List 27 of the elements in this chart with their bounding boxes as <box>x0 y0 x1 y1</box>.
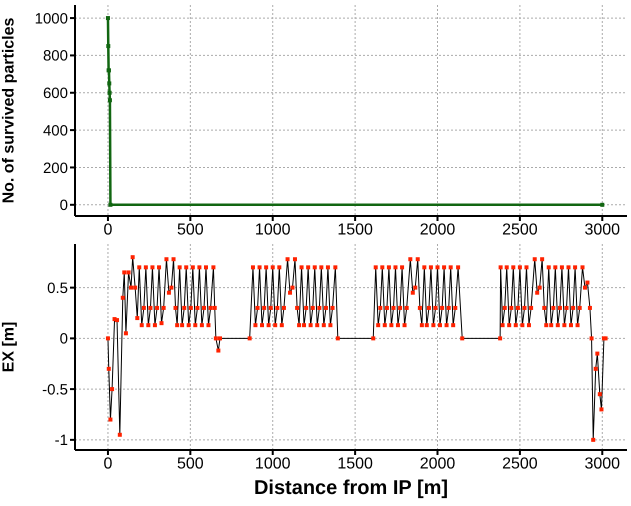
x-axis-title: Distance from IP [m] <box>254 477 448 499</box>
x-tick-label: 1500 <box>337 455 374 472</box>
x-tick-label: 2000 <box>420 221 456 238</box>
x-tick-label: 500 <box>176 221 204 238</box>
x-tick-label: 3000 <box>584 221 620 238</box>
y-tick-label: -1 <box>54 432 68 450</box>
x-tick-label: 500 <box>176 455 204 472</box>
y-tick-label: 0 <box>60 330 68 348</box>
y-axis-title: EX [m] <box>0 322 18 372</box>
y-tick-label: 200 <box>42 160 68 177</box>
y-tick-label: 1000 <box>34 10 68 28</box>
y-tick-label: 600 <box>42 85 68 102</box>
x-tick-label: 1000 <box>254 221 291 238</box>
y-tick-label: 0.5 <box>47 280 68 297</box>
y-tick-label: 800 <box>42 48 68 65</box>
x-tick-label: 1500 <box>337 221 374 238</box>
x-tick-label: 3000 <box>584 455 620 472</box>
y-tick-label: 400 <box>42 122 68 140</box>
x-tick-label: 0 <box>104 455 112 472</box>
x-tick-label: 2500 <box>502 221 538 238</box>
x-tick-label: 2500 <box>502 455 538 472</box>
y-tick-label: 0 <box>60 197 68 214</box>
x-tick-label: 1000 <box>254 455 291 472</box>
y-tick-label: -0.5 <box>42 381 68 398</box>
x-tick-label: 2000 <box>420 455 456 472</box>
x-tick-label: 0 <box>104 221 112 238</box>
y-axis-title: No. of survived particles <box>0 17 18 204</box>
